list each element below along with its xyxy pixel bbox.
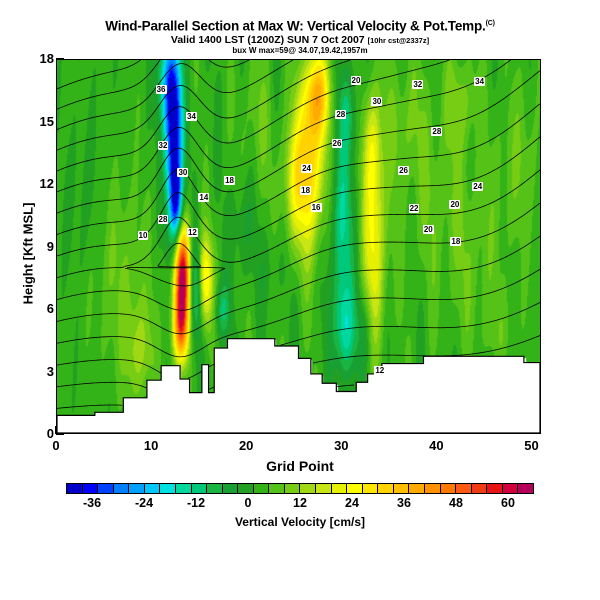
colorbar-swatch (252, 484, 269, 493)
chart-subtitle: Valid 1400 LST (1200Z) SUN 7 Oct 2007 [1… (0, 34, 600, 47)
contour-label: 26 (331, 139, 343, 149)
contour-label: 18 (300, 186, 312, 196)
contour-label: 10 (137, 231, 149, 241)
colorbar (66, 483, 534, 494)
contour-label: 32 (157, 141, 169, 151)
chart-title-text: Wind-Parallel Section at Max W: Vertical… (105, 18, 486, 34)
colorbar-swatch (159, 484, 175, 493)
colorbar-swatch (67, 484, 82, 493)
ytick-label-18: 18 (39, 51, 54, 66)
colorbar-swatch (439, 484, 456, 493)
colorbar-swatch (299, 484, 315, 493)
contour-label: 20 (350, 75, 362, 85)
colorbar-title: Vertical Velocity [cm/s] (234, 515, 366, 529)
colorbar-swatch (455, 484, 471, 493)
xtick-label-0: 0 (52, 438, 60, 453)
contour-label: 36 (155, 85, 167, 95)
colorbar-swatch (392, 484, 409, 493)
contour-label: 12 (374, 366, 386, 376)
colorbar-tick-label: 48 (449, 496, 463, 510)
ytick-label-12: 12 (39, 176, 54, 191)
chart-subtitle-text: Valid 1400 LST (1200Z) SUN 7 Oct 2007 (170, 33, 365, 46)
colorbar-swatch (486, 484, 502, 493)
contour-label: 30 (371, 96, 383, 106)
title-block: Wind-Parallel Section at Max W: Vertical… (0, 16, 600, 55)
contour-label: 22 (408, 203, 420, 213)
colorbar-swatch (190, 484, 207, 493)
colorbar-tick-label: 60 (501, 496, 515, 510)
colorbar-tick-label: -36 (82, 496, 102, 510)
ytick-label-9: 9 (46, 238, 54, 254)
contour-label: 18 (224, 175, 235, 185)
colorbar-swatch (501, 484, 518, 493)
colorbar-swatch (470, 484, 487, 493)
colorbar-swatch (315, 484, 331, 493)
plot-canvas: 36 34 32 30 28 32 34 30 28 28 26 24 26 24 22 20 18 20 18 16… (57, 60, 540, 433)
colorbar-swatch (221, 484, 238, 493)
contour-label: 24 (472, 182, 484, 192)
contour-label: 30 (177, 167, 189, 177)
colorbar-ticks: -36 -24 -12 0 12 24 36 48 60 (0, 496, 600, 512)
colorbar-swatch (206, 484, 222, 493)
contour-label: 24 (301, 164, 312, 174)
contour-label: 34 (474, 76, 486, 86)
colorbar-tick-label: -12 (186, 496, 206, 510)
colorbar-swatch (423, 484, 440, 493)
ytick-label-15: 15 (39, 113, 54, 129)
ytick-mark-0 (56, 433, 64, 435)
ytick-label-6: 6 (46, 301, 54, 316)
contour-label: 16 (310, 202, 322, 212)
colorbar-swatch (174, 484, 191, 493)
plot-area: 36 34 32 30 28 32 34 30 28 28 26 24 26 24 22 20 18 20 18 16… (56, 59, 541, 434)
contour-label: 34 (186, 112, 197, 122)
colorbar-swatch (346, 484, 362, 493)
contour-label: 14 (198, 192, 210, 202)
y-axis-label: Height [Kft MSL] (20, 202, 36, 305)
potential-temperature-contours (57, 60, 540, 433)
colorbar-tick-label: 12 (293, 496, 307, 510)
chart-subtitle-cycle: [10hr cst@2337z] (367, 35, 430, 45)
colorbar-tick-label: 36 (397, 496, 411, 510)
contour-label: 28 (431, 126, 443, 136)
chart-title-superscript: (C) (485, 20, 495, 27)
x-axis-label: Grid Point (266, 458, 334, 474)
colorbar-tick-label: 24 (345, 496, 359, 510)
contour-label: 28 (157, 215, 169, 225)
xtick-label-10: 10 (143, 438, 159, 453)
contour-label: 20 (449, 199, 461, 209)
xtick-label-50: 50 (524, 438, 539, 453)
colorbar-tick-label: 0 (244, 496, 252, 510)
contour-label: 28 (335, 110, 347, 120)
colorbar-swatch (237, 484, 253, 493)
colorbar-swatch (128, 484, 144, 493)
ytick-label-0: 0 (46, 426, 54, 441)
contour-label: 26 (398, 166, 409, 176)
colorbar-swatch (330, 484, 347, 493)
colorbar-swatch (517, 484, 533, 493)
contour-label: 32 (412, 80, 424, 89)
xtick-label-40: 40 (429, 438, 444, 453)
xtick-label-30: 30 (334, 438, 349, 453)
colorbar-swatch (268, 484, 284, 493)
ytick-label-3: 3 (46, 363, 54, 379)
contour-label: 12 (186, 227, 198, 237)
colorbar-swatch (97, 484, 113, 493)
contour-label: 18 (450, 237, 462, 247)
contour-label: 20 (422, 224, 434, 234)
colorbar-swatch (112, 484, 129, 493)
xtick-label-20: 20 (238, 438, 254, 453)
colorbar-tick-label: -24 (134, 496, 154, 510)
colorbar-swatch (377, 484, 393, 493)
colorbar-swatch (408, 484, 424, 493)
colorbar-swatch (81, 484, 98, 493)
chart-annotation: bux W max=59@ 34.07,19.42,1957m (232, 45, 368, 55)
colorbar-swatch (361, 484, 378, 493)
colorbar-swatch (143, 484, 160, 493)
colorbar-swatch (283, 484, 300, 493)
terrain-mask (57, 338, 540, 433)
chart-title: Wind-Parallel Section at Max W: Vertical… (0, 16, 600, 34)
